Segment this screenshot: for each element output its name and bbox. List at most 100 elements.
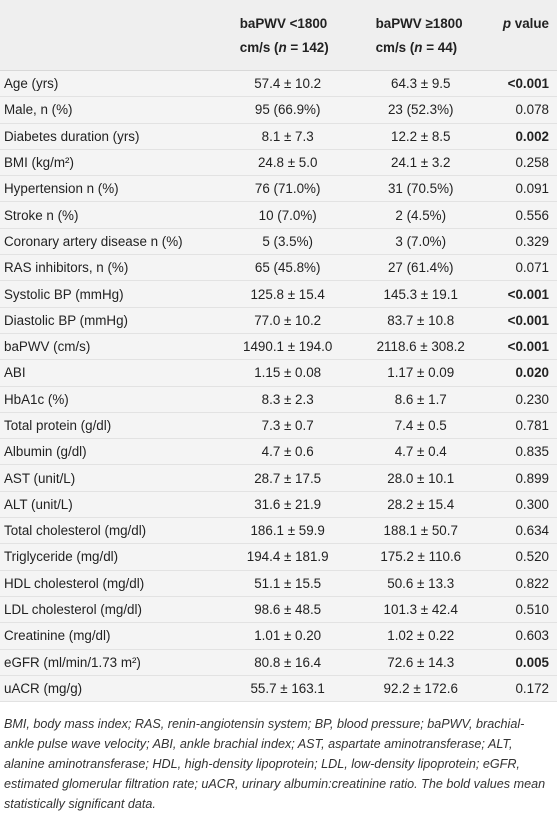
p-value: 0.899 bbox=[487, 464, 557, 492]
row-label: Coronary artery disease n (%) bbox=[0, 228, 222, 256]
group1-value: 1.15 ± 0.08 bbox=[221, 359, 354, 387]
table-row: AST (unit/L) 28.7 ± 17.5 28.0 ± 10.1 0.899 bbox=[0, 464, 557, 492]
row-label: Diastolic BP (mmHg) bbox=[0, 307, 222, 334]
header-text: = 44) bbox=[422, 40, 458, 55]
table-row: Triglyceride (mg/dl) 194.4 ± 181.9 175.2 ±… bbox=[0, 543, 557, 571]
p-value: <0.001 bbox=[487, 70, 557, 98]
column-header: baPWV <1800 cm/s (n = 142) bbox=[221, 0, 354, 71]
p-value: 0.510 bbox=[487, 596, 557, 624]
row-label: baPWV (cm/s) bbox=[0, 333, 222, 361]
group2-value: 24.1 ± 3.2 bbox=[353, 149, 488, 177]
row-label: Male, n (%) bbox=[0, 96, 222, 124]
column-header: baPWV ≥1800 cm/s (n = 44) bbox=[353, 0, 488, 71]
table-row: Total protein (g/dl) 7.3 ± 0.7 7.4 ± 0.5 0.… bbox=[0, 412, 557, 440]
row-label: uACR (mg/g) bbox=[0, 675, 222, 703]
group2-value: 28.0 ± 10.1 bbox=[353, 464, 488, 492]
row-label: Stroke n (%) bbox=[0, 201, 222, 229]
group2-value: 50.6 ± 13.3 bbox=[353, 570, 488, 597]
table-row: BMI (kg/m²) 24.8 ± 5.0 24.1 ± 3.2 0.258 bbox=[0, 149, 557, 177]
group2-value: 145.3 ± 19.1 bbox=[353, 280, 488, 308]
p-value: 0.258 bbox=[487, 149, 557, 177]
table-header: baPWV <1800 cm/s (n = 142) baPWV ≥1800 cm/s… bbox=[0, 0, 557, 71]
group2-value: 188.1 ± 50.7 bbox=[353, 517, 488, 545]
group1-value: 4.7 ± 0.6 bbox=[221, 438, 354, 466]
group2-value: 7.4 ± 0.5 bbox=[353, 412, 488, 440]
group2-value: 12.2 ± 8.5 bbox=[353, 123, 488, 150]
group1-value: 8.1 ± 7.3 bbox=[221, 123, 354, 150]
group2-value: 28.2 ± 15.4 bbox=[353, 491, 488, 519]
group2-value: 23 (52.3%) bbox=[353, 96, 488, 124]
group2-value: 1.17 ± 0.09 bbox=[353, 359, 488, 387]
table-row: Hypertension n (%) 76 (71.0%) 31 (70.5%) 0.… bbox=[0, 175, 557, 203]
group1-value: 51.1 ± 15.5 bbox=[221, 570, 354, 597]
header-text: cm/s ( bbox=[239, 40, 279, 55]
column-header bbox=[0, 0, 222, 71]
group2-value: 27 (61.4%) bbox=[353, 254, 488, 282]
group2-value: 2 (4.5%) bbox=[353, 201, 488, 229]
p-value: 0.091 bbox=[487, 175, 557, 203]
table-row: Male, n (%) 95 (66.9%) 23 (52.3%) 0.078 bbox=[0, 96, 557, 124]
group1-value: 57.4 ± 10.2 bbox=[221, 70, 354, 98]
table-row: Stroke n (%) 10 (7.0%) 2 (4.5%) 0.556 bbox=[0, 201, 557, 229]
row-label: ALT (unit/L) bbox=[0, 491, 222, 519]
p-value: 0.603 bbox=[487, 622, 557, 650]
group1-value: 24.8 ± 5.0 bbox=[221, 149, 354, 177]
header-text: p bbox=[502, 16, 512, 31]
header-text: n bbox=[414, 40, 423, 55]
row-label: Systolic BP (mmHg) bbox=[0, 280, 222, 308]
row-label: LDL cholesterol (mg/dl) bbox=[0, 596, 222, 624]
p-value: 0.020 bbox=[487, 359, 557, 387]
p-value: <0.001 bbox=[487, 307, 557, 334]
table-row: LDL cholesterol (mg/dl) 98.6 ± 48.5 101.3 … bbox=[0, 596, 557, 624]
p-value: 0.634 bbox=[487, 517, 557, 545]
header-text: = 142) bbox=[286, 40, 329, 55]
p-value: 0.781 bbox=[487, 412, 557, 440]
table-row: Age (yrs) 57.4 ± 10.2 64.3 ± 9.5 <0.001 bbox=[0, 70, 557, 98]
table-row: Diastolic BP (mmHg) 77.0 ± 10.2 83.7 ± 10.… bbox=[0, 307, 557, 334]
row-label: HbA1c (%) bbox=[0, 386, 222, 413]
group1-value: 194.4 ± 181.9 bbox=[221, 543, 354, 571]
group2-value: 72.6 ± 14.3 bbox=[353, 649, 488, 676]
p-value: 0.300 bbox=[487, 491, 557, 519]
group2-value: 92.2 ± 172.6 bbox=[353, 675, 488, 703]
group1-value: 7.3 ± 0.7 bbox=[221, 412, 354, 440]
table-row: Total cholesterol (mg/dl) 186.1 ± 59.9 188… bbox=[0, 517, 557, 545]
row-label: RAS inhibitors, n (%) bbox=[0, 254, 222, 282]
row-label: Triglyceride (mg/dl) bbox=[0, 543, 222, 571]
table-row: RAS inhibitors, n (%) 65 (45.8%) 27 (61.4%… bbox=[0, 254, 557, 282]
p-value: 0.230 bbox=[487, 386, 557, 413]
group1-value: 8.3 ± 2.3 bbox=[221, 386, 354, 413]
header-text: baPWV <1800 bbox=[239, 16, 328, 31]
p-value: 0.071 bbox=[487, 254, 557, 282]
group1-value: 28.7 ± 17.5 bbox=[221, 464, 354, 492]
group1-value: 55.7 ± 163.1 bbox=[221, 675, 354, 703]
row-label: AST (unit/L) bbox=[0, 464, 222, 492]
table-row: eGFR (ml/min/1.73 m²) 80.8 ± 16.4 72.6 ± 1… bbox=[0, 649, 557, 676]
table-row: baPWV (cm/s) 1490.1 ± 194.0 2118.6 ± 308.2… bbox=[0, 333, 557, 361]
header-text: cm/s ( bbox=[375, 40, 415, 55]
group1-value: 10 (7.0%) bbox=[221, 201, 354, 229]
group1-value: 76 (71.0%) bbox=[221, 175, 354, 203]
group2-value: 101.3 ± 42.4 bbox=[353, 596, 488, 624]
header-text: value bbox=[511, 16, 549, 31]
group1-value: 5 (3.5%) bbox=[221, 228, 354, 256]
group2-value: 1.02 ± 0.22 bbox=[353, 622, 488, 650]
p-value: 0.005 bbox=[487, 649, 557, 676]
group2-value: 8.6 ± 1.7 bbox=[353, 386, 488, 413]
table: baPWV <1800 cm/s (n = 142) baPWV ≥1800 cm/s… bbox=[0, 0, 557, 703]
row-label: Total cholesterol (mg/dl) bbox=[0, 517, 222, 545]
p-value: 0.835 bbox=[487, 438, 557, 466]
group1-value: 1.01 ± 0.20 bbox=[221, 622, 354, 650]
group1-value: 98.6 ± 48.5 bbox=[221, 596, 354, 624]
table-row: Albumin (g/dl) 4.7 ± 0.6 4.7 ± 0.4 0.835 bbox=[0, 438, 557, 466]
row-label: BMI (kg/m²) bbox=[0, 149, 222, 177]
row-label: eGFR (ml/min/1.73 m²) bbox=[0, 649, 222, 676]
group2-value: 31 (70.5%) bbox=[353, 175, 488, 203]
p-value: 0.822 bbox=[487, 570, 557, 597]
row-label: Albumin (g/dl) bbox=[0, 438, 222, 466]
p-value: 0.002 bbox=[487, 123, 557, 150]
header-text: n bbox=[278, 40, 287, 55]
table-row: Coronary artery disease n (%) 5 (3.5%) 3 (… bbox=[0, 228, 557, 256]
p-value: 0.078 bbox=[487, 96, 557, 124]
